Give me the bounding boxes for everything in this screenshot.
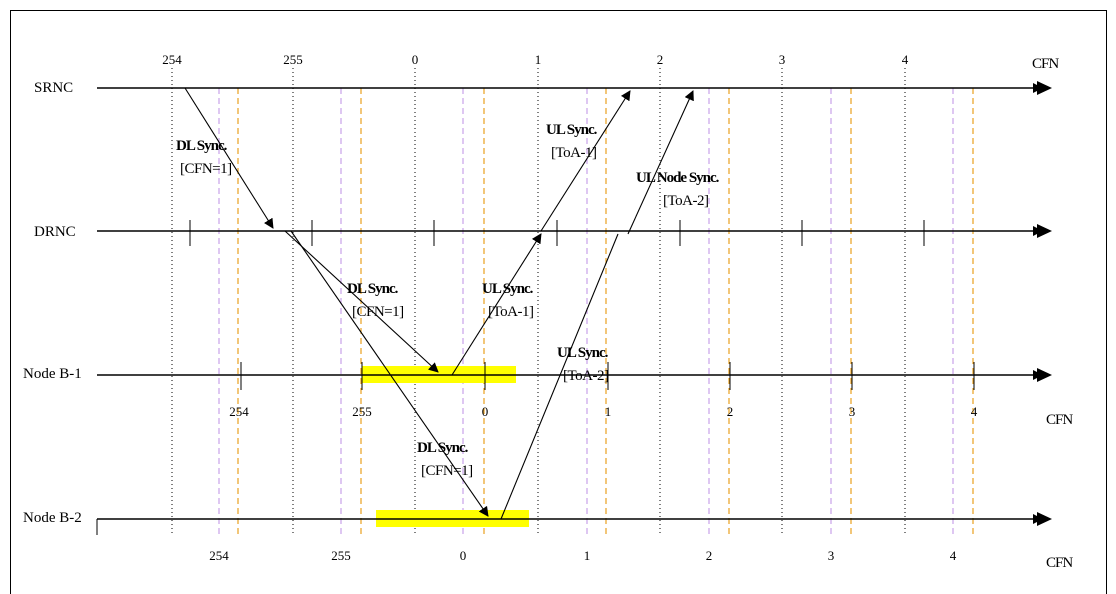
nodeb1-cfn-254: 254	[229, 404, 249, 419]
srnc-label: SRNC	[34, 80, 73, 96]
nodeb2-cfn-255: 255	[331, 548, 351, 563]
ul-sync-nodeb1-drnc-arrow	[451, 233, 542, 376]
nodeb1-cfn-0: 0	[482, 404, 489, 419]
dl-sync-srnc-drnc-arrow	[184, 87, 274, 229]
timelines	[97, 83, 1043, 524]
nodeb2-cfn-3: 3	[828, 548, 835, 563]
nodeb2-cfn-1: 1	[584, 548, 591, 563]
nodeb1-cfn-1: 1	[605, 404, 612, 419]
window-start-lines	[218, 88, 954, 535]
srnc-cfn-2: 2	[657, 52, 664, 67]
nodeb1-cfn-4: 4	[971, 404, 978, 419]
ul-node-sync-param: [ToA-2]	[663, 193, 708, 209]
ul-sync-nodeb1-param: [ToA-1]	[488, 304, 533, 320]
cfn-unit-nodeb1: CFN	[1046, 412, 1073, 428]
ul-sync-nodeb2-drnc-arrow	[500, 233, 619, 520]
ul-sync-nodeb2-param: [ToA-2]	[563, 368, 608, 384]
srnc-cfn-255: 255	[283, 52, 303, 67]
drnc-ticks	[189, 220, 925, 246]
nodeb2-cfn-254: 254	[209, 548, 229, 563]
nodeb1-cfn-255: 255	[352, 404, 372, 419]
diagram-border	[10, 10, 1107, 594]
dl-sync-srnc-title: DL Sync.	[176, 138, 228, 154]
cfn-unit-top: CFN	[1032, 56, 1059, 72]
nodeb1-label: Node B-1	[23, 366, 82, 382]
ul-node-sync-arrow	[627, 90, 694, 235]
nodeb1-ticks	[240, 362, 975, 390]
window-end-lines	[237, 88, 974, 535]
drnc-label: DRNC	[34, 224, 76, 240]
message-arrows	[184, 87, 694, 520]
srnc-cfn-254: 254	[162, 52, 182, 67]
srnc-cfn-1: 1	[535, 52, 542, 67]
dl-sync-drnc-nodeb2-arrow	[290, 230, 489, 517]
ul-sync-srnc-param: [ToA-1]	[551, 145, 596, 161]
dl-sync-nodeb1-param: [CFN=1]	[352, 304, 404, 320]
ul-sync-nodeb2-title: UL Sync.	[557, 345, 609, 361]
nodeb1-cfn-3: 3	[849, 404, 856, 419]
ul-node-sync-title: UL Node Sync.	[636, 170, 720, 186]
nodeb2-cfn-0: 0	[460, 548, 467, 563]
dl-sync-nodeb1-title: DL Sync.	[347, 281, 399, 297]
dl-sync-srnc-param: [CFN=1]	[180, 161, 232, 177]
nodeb2-label: Node B-2	[23, 510, 82, 526]
nodeb1-cfn-2: 2	[727, 404, 734, 419]
srnc-cfn-3: 3	[779, 52, 786, 67]
ul-sync-nodeb1-title: UL Sync.	[482, 281, 534, 297]
dl-sync-drnc-nodeb1-arrow	[284, 230, 439, 373]
cfn-unit-nodeb2: CFN	[1046, 555, 1073, 571]
nodeb2-cfn-2: 2	[706, 548, 713, 563]
dl-sync-nodeb2-param: [CFN=1]	[421, 463, 473, 479]
ul-sync-srnc-title: UL Sync.	[546, 122, 598, 138]
srnc-cfn-4: 4	[902, 52, 909, 67]
srnc-cfn-0: 0	[412, 52, 419, 67]
dl-sync-nodeb2-title: DL Sync.	[417, 440, 469, 456]
ul-sync-drnc-srnc-arrow	[540, 90, 631, 232]
frame-boundaries	[171, 68, 906, 535]
nodeb2-cfn-4: 4	[950, 548, 957, 563]
